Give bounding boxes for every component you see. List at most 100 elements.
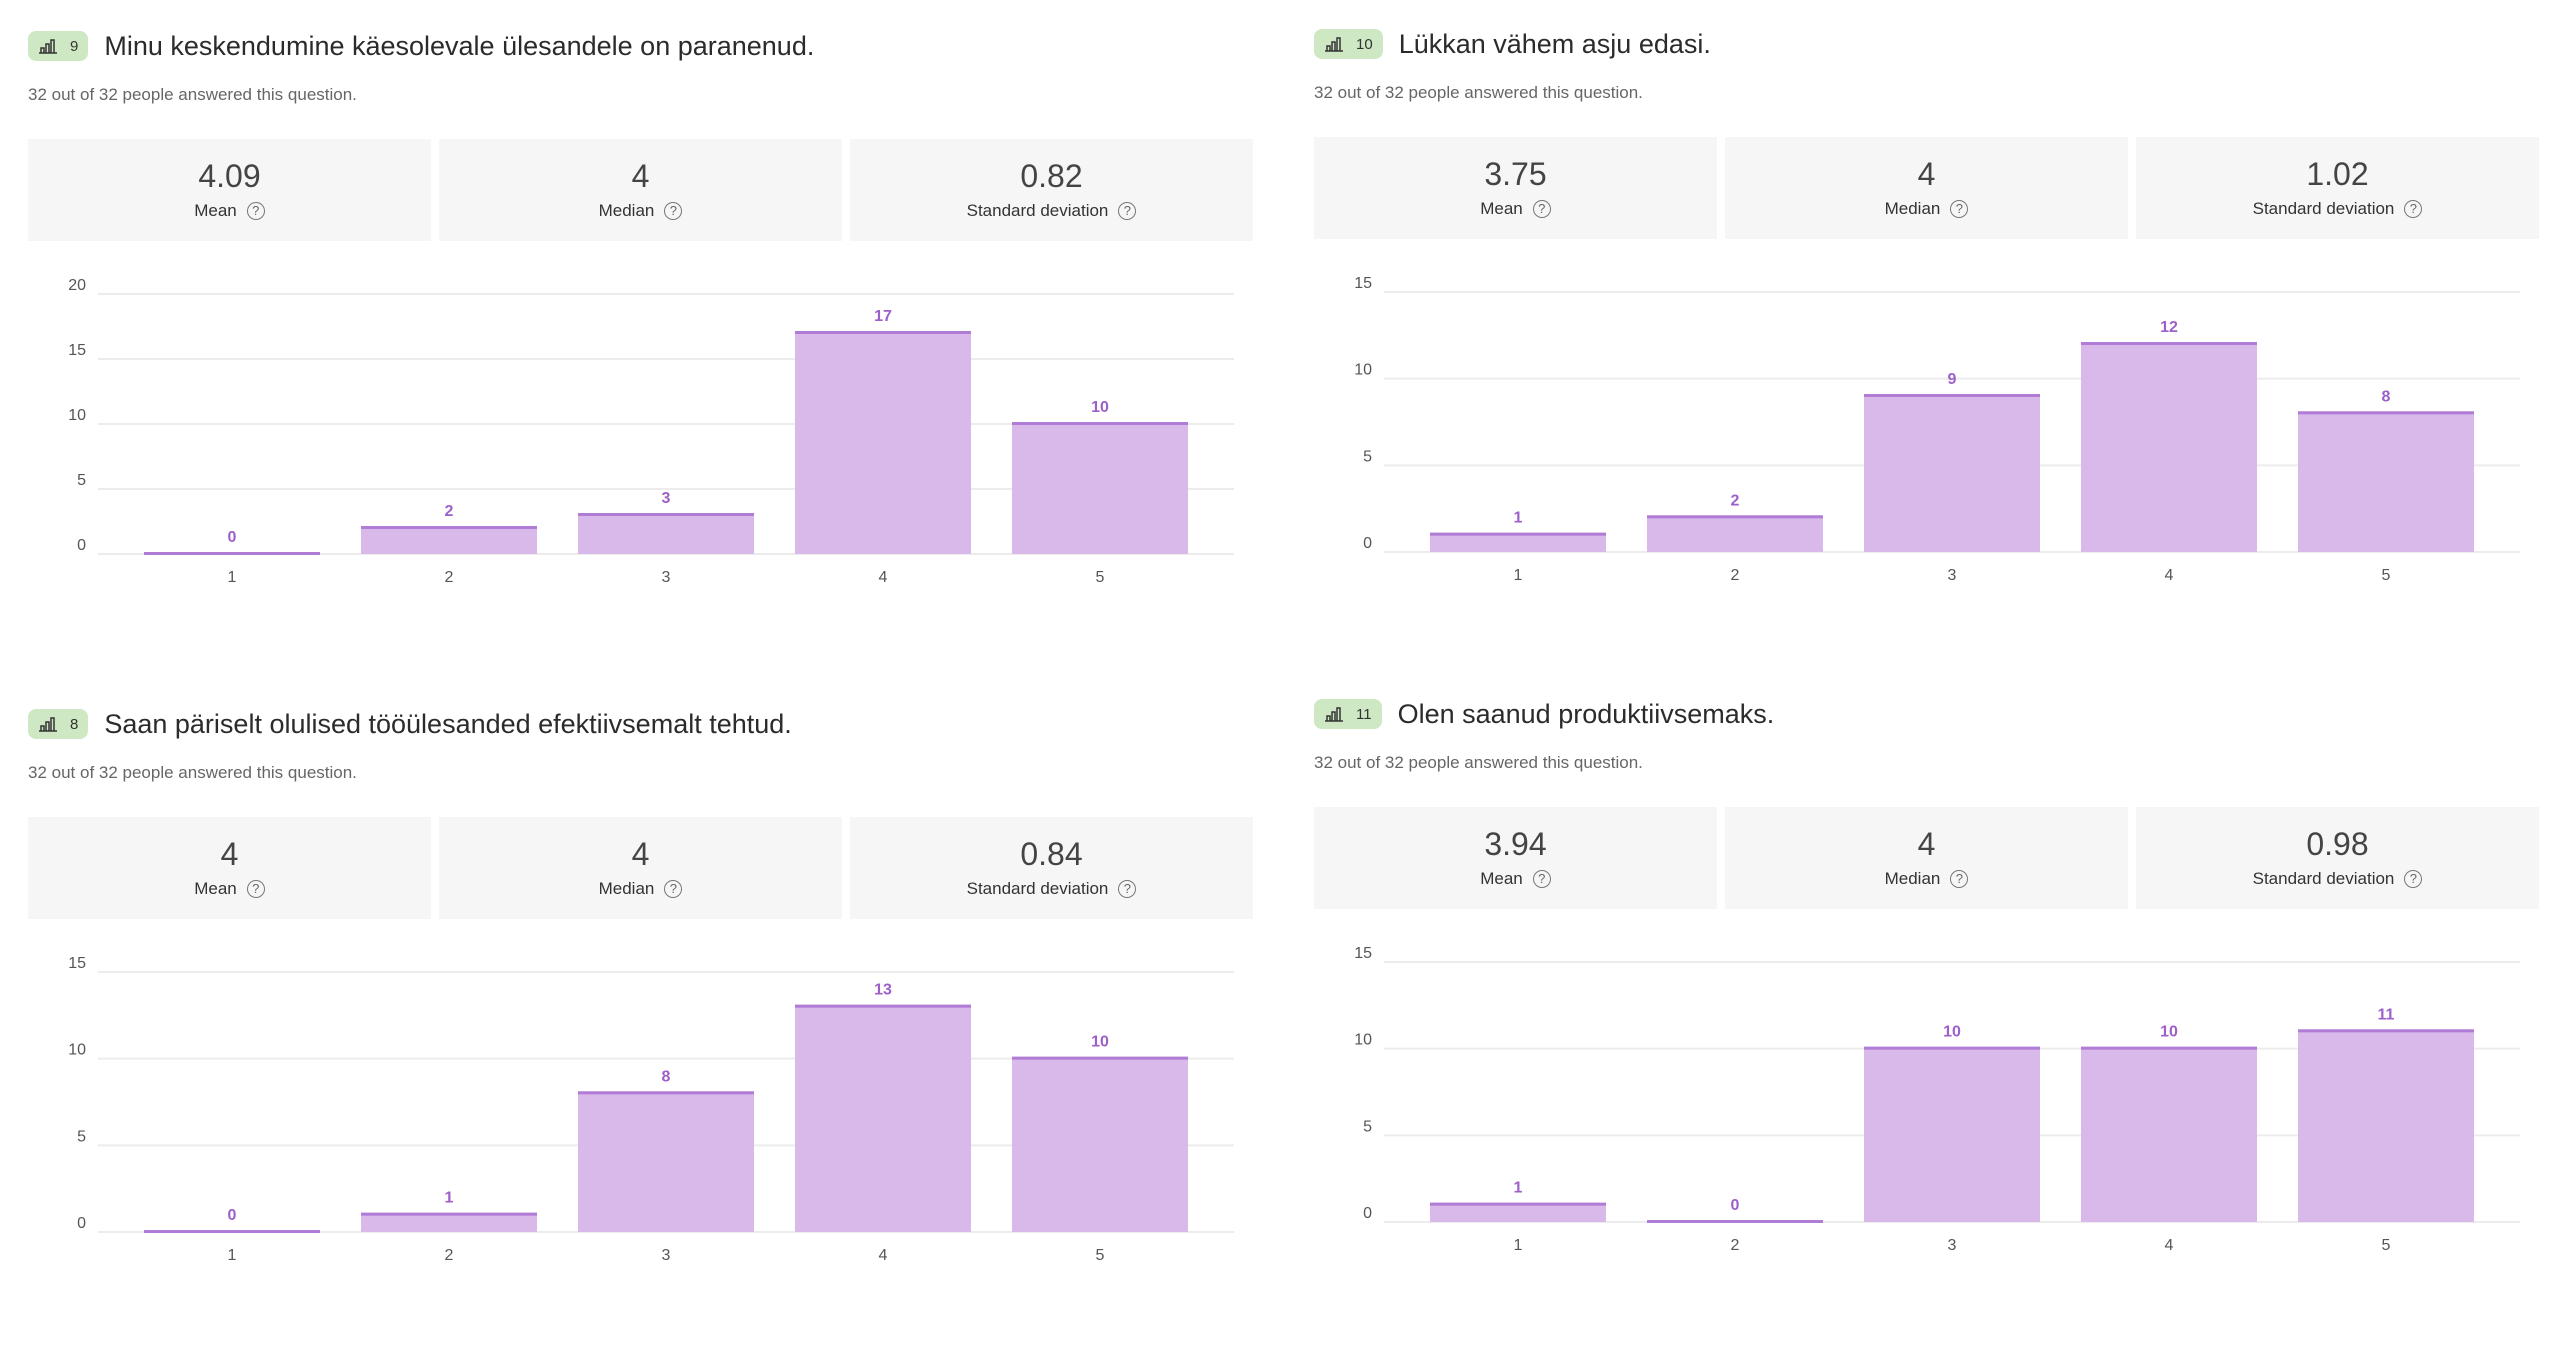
x-tick-label: 1: [228, 569, 237, 586]
bar-value-label: 10: [1091, 399, 1109, 416]
question-number: 11: [1356, 705, 1372, 723]
bar-top-line: [578, 513, 754, 516]
help-icon[interactable]: ?: [1532, 199, 1551, 218]
bar-value-label: 0: [1731, 1197, 1740, 1214]
question-header: 11 Olen saanud produktiivsemaks.: [1314, 697, 1774, 731]
bar-value-label: 1: [445, 1190, 454, 1207]
question-number: 10: [1356, 35, 1373, 53]
bar: [1430, 1202, 1606, 1222]
bar-value-label: 3: [662, 490, 671, 507]
bar-chart-icon: [1325, 37, 1343, 52]
mean-label: Mean: [194, 200, 237, 220]
bar-value-label: 9: [1948, 371, 1957, 388]
bar-value-label: 2: [1731, 492, 1740, 509]
question-badge: 10: [1314, 29, 1383, 59]
x-tick-label: 4: [2165, 567, 2174, 584]
bar-top-line: [1864, 1046, 2040, 1050]
mean-value: 3.94: [1484, 826, 1547, 863]
help-icon[interactable]: ?: [1950, 869, 1969, 888]
bar: [578, 1091, 754, 1232]
bar: [1647, 515, 1823, 552]
bar-top-line: [361, 526, 537, 529]
bar-chart-icon: [1325, 707, 1343, 722]
y-tick-label: 5: [1363, 1118, 1372, 1135]
y-tick-label: 15: [1354, 945, 1372, 962]
bar-value-label: 1: [1514, 510, 1523, 527]
x-tick-label: 3: [1948, 1237, 1957, 1254]
bar: [795, 1004, 971, 1232]
help-icon[interactable]: ?: [1532, 869, 1551, 888]
question-panel-11: 11 Olen saanud produktiivsemaks. 32 out …: [1314, 697, 2539, 1297]
bar: [1864, 1046, 2040, 1222]
bar-value-label: 10: [1091, 1034, 1109, 1051]
help-icon[interactable]: ?: [246, 201, 265, 220]
y-tick-label: 15: [68, 342, 86, 359]
bar: [1864, 394, 2040, 552]
question-panel-9: 9 Minu keskendumine käesolevale ülesande…: [28, 29, 1253, 629]
help-icon[interactable]: ?: [1118, 879, 1137, 898]
stat-standard-deviation: 0.84 Standard deviation?: [850, 817, 1253, 919]
bar: [361, 1212, 537, 1232]
question-badge: 11: [1314, 699, 1382, 729]
bar-chart: 0 5 10 15 20 0 1 2 2 3 3 17 4 10 5: [68, 277, 1234, 586]
median-label: Median: [1884, 198, 1941, 218]
bar-top-line: [1647, 1220, 1823, 1223]
x-tick-label: 4: [2165, 1237, 2174, 1254]
x-tick-label: 2: [445, 1247, 454, 1264]
bar: [795, 331, 971, 554]
bar-top-line: [1647, 515, 1823, 519]
sd-value: 0.84: [1020, 836, 1083, 873]
bar-top-line: [2298, 1029, 2474, 1033]
stat-mean: 4 Mean?: [28, 817, 431, 919]
question-header: 10 Lükkan vähem asju edasi.: [1314, 27, 1711, 61]
bar-top-line: [1864, 394, 2040, 397]
bar: [1012, 1056, 1188, 1232]
bar-value-label: 2: [445, 503, 454, 520]
y-tick-label: 20: [68, 277, 86, 294]
question-panel-10: 10 Lükkan vähem asju edasi. 32 out of 32…: [1314, 27, 2539, 627]
help-icon[interactable]: ?: [664, 201, 683, 220]
bar-value-label: 11: [2378, 1006, 2395, 1023]
median-value: 4: [1917, 156, 1936, 193]
help-icon[interactable]: ?: [246, 879, 265, 898]
bar: [2298, 1029, 2474, 1222]
question-title: Saan päriselt olulised tööülesanded efek…: [104, 708, 792, 739]
question-header: 9 Minu keskendumine käesolevale ülesande…: [28, 29, 814, 63]
question-number: 8: [70, 715, 79, 733]
bar-top-line: [1012, 1056, 1188, 1060]
mean-label: Mean: [1480, 198, 1523, 218]
help-icon[interactable]: ?: [2404, 869, 2423, 888]
y-tick-label: 5: [77, 1128, 86, 1145]
y-tick-label: 10: [1354, 362, 1372, 379]
x-tick-label: 2: [1731, 1237, 1740, 1254]
y-tick-label: 0: [77, 537, 86, 554]
response-count: 32 out of 32 people answered this questi…: [28, 85, 357, 104]
bar: [1012, 422, 1188, 554]
x-tick-label: 2: [1731, 567, 1740, 584]
help-icon[interactable]: ?: [1118, 201, 1137, 220]
x-tick-label: 3: [662, 569, 671, 586]
y-tick-label: 15: [1354, 275, 1372, 292]
median-value: 4: [1917, 826, 1936, 863]
help-icon[interactable]: ?: [1950, 199, 1969, 218]
sd-label: Standard deviation: [966, 200, 1109, 220]
bar: [2081, 1046, 2257, 1222]
bar-top-line: [144, 552, 320, 555]
bar-top-line: [1430, 532, 1606, 536]
stat-mean: 4.09 Mean?: [28, 139, 431, 241]
sd-value: 1.02: [2306, 156, 2369, 193]
bar-chart: 0 5 10 15 0 1 1 2 8 3 13 4 10 5: [68, 955, 1234, 1264]
mean-label: Mean: [1480, 868, 1523, 888]
median-value: 4: [631, 158, 650, 195]
bar: [1430, 532, 1606, 552]
help-icon[interactable]: ?: [664, 879, 683, 898]
bar-value-label: 13: [874, 982, 892, 999]
bar-top-line: [144, 1230, 320, 1233]
help-icon[interactable]: ?: [2404, 199, 2423, 218]
sd-label: Standard deviation: [2252, 868, 2395, 888]
sd-value: 0.98: [2306, 826, 2369, 863]
bar-chart-icon: [39, 717, 57, 732]
question-title: Minu keskendumine käesolevale ülesandele…: [104, 30, 815, 61]
stat-median: 4 Median?: [439, 817, 842, 919]
